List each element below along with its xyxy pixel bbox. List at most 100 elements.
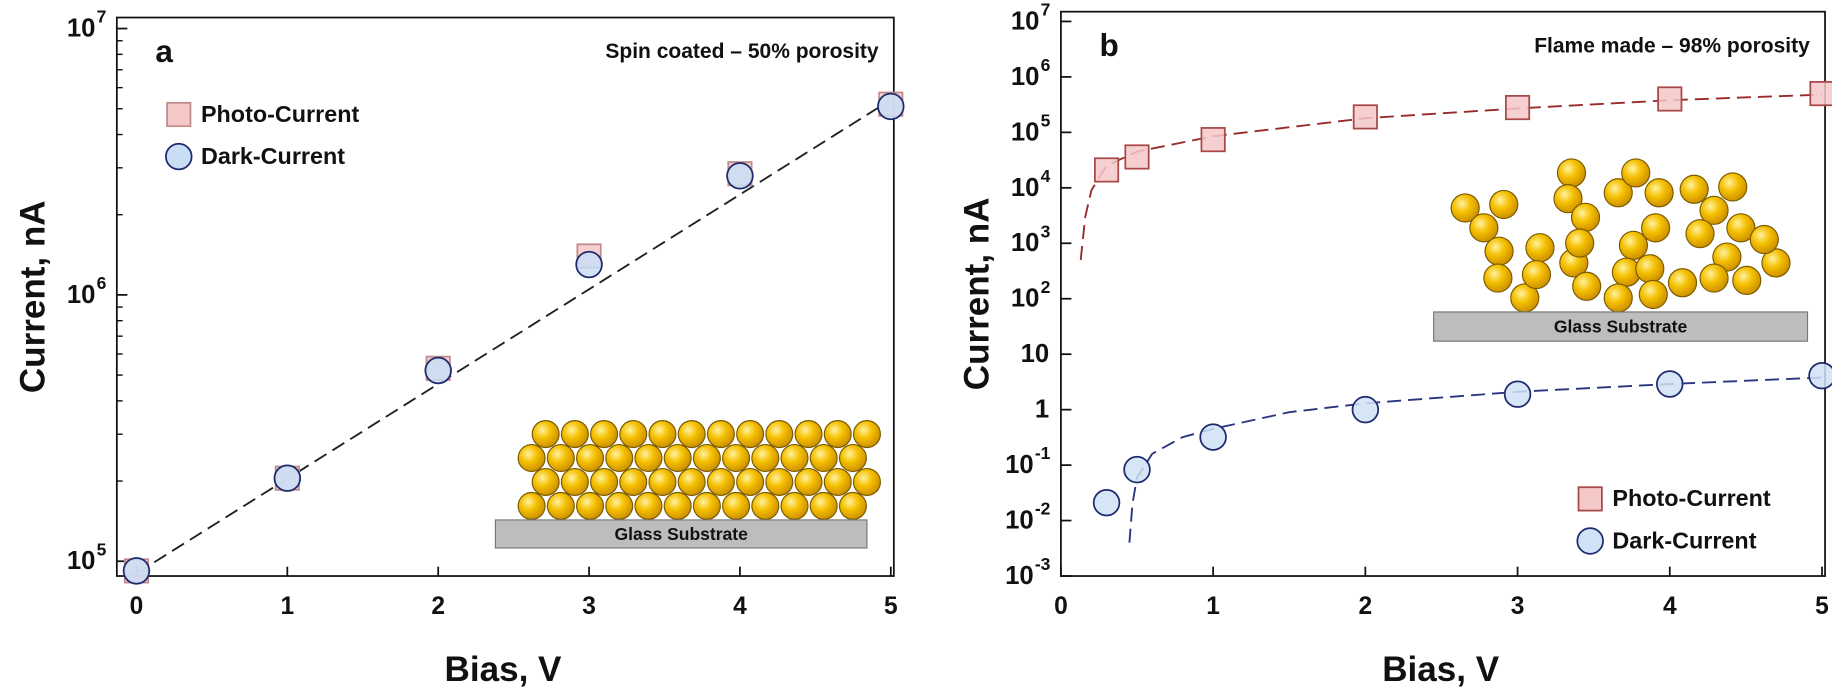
particle — [838, 491, 867, 520]
y-tick-sup: 4 — [1041, 166, 1051, 186]
particle — [663, 491, 692, 520]
y-tick-label: 10 — [1005, 451, 1034, 479]
particle — [1718, 172, 1748, 202]
particle — [605, 491, 634, 520]
marker-square — [1809, 81, 1832, 107]
particle — [1469, 213, 1499, 243]
particle — [1761, 248, 1791, 278]
particle — [1553, 184, 1583, 214]
particle — [1521, 259, 1552, 290]
y-tick-sup: 5 — [1041, 110, 1051, 130]
marker-circle — [122, 557, 151, 585]
particle — [706, 467, 735, 496]
marker-square — [1124, 144, 1150, 170]
y-tick-sup: -1 — [1035, 443, 1051, 463]
marker-circle — [1808, 361, 1832, 390]
substrate — [1433, 311, 1809, 342]
y-tick-sup: 3 — [1041, 221, 1051, 241]
particle — [852, 467, 881, 496]
legend-marker — [166, 101, 192, 128]
marker-circle — [1199, 423, 1227, 451]
substrate-label: Glass Substrate — [614, 524, 748, 544]
particle — [765, 420, 794, 449]
fit-line — [135, 99, 892, 575]
particle — [1679, 174, 1709, 204]
particle — [722, 491, 751, 520]
particle — [1489, 189, 1519, 220]
particle — [809, 491, 838, 520]
particle — [751, 491, 780, 520]
marker-square — [1094, 157, 1120, 183]
particle — [736, 467, 765, 496]
annotation: Spin coated – 50% porosity — [605, 40, 879, 63]
particle — [517, 443, 546, 473]
particle — [838, 443, 867, 473]
panel-label: b — [1099, 27, 1118, 63]
particle — [663, 443, 692, 473]
legend-label: Photo-Current — [201, 101, 360, 127]
y-tick-sup: 7 — [97, 7, 107, 27]
particle — [780, 491, 809, 520]
particle — [605, 443, 634, 473]
substrate — [494, 519, 868, 549]
particle — [576, 491, 605, 520]
x-tick-label: 3 — [1511, 593, 1525, 620]
panel-label: a — [155, 33, 173, 69]
substrate-label: Glass Substrate — [1554, 316, 1688, 336]
particle — [648, 420, 677, 449]
marker-square — [1352, 104, 1378, 130]
x-tick-label: 3 — [582, 593, 596, 620]
particle — [1726, 213, 1756, 243]
x-tick-label: 1 — [281, 593, 295, 620]
y-axis-label: Current, nA — [957, 197, 996, 390]
particle — [722, 443, 751, 473]
particle — [1712, 242, 1742, 272]
particle — [780, 443, 809, 473]
x-tick-label: 4 — [1663, 593, 1677, 620]
marker-circle — [575, 250, 603, 279]
marker-square — [1505, 95, 1531, 121]
particle — [1635, 254, 1665, 284]
particle — [1641, 213, 1671, 243]
particle — [634, 491, 663, 520]
particle — [634, 443, 663, 473]
plot-frame — [1060, 10, 1826, 577]
particle — [1699, 195, 1729, 225]
fit-line — [1079, 93, 1823, 261]
x-tick-label: 2 — [1359, 593, 1373, 620]
marker-circle — [1123, 455, 1151, 484]
particle — [1484, 236, 1514, 266]
particle — [706, 420, 735, 449]
y-tick-sup: 6 — [1041, 55, 1051, 75]
y-tick-sup: 2 — [1041, 277, 1051, 297]
particle — [823, 467, 852, 496]
y-tick-sup: 7 — [1041, 0, 1051, 20]
particle — [794, 420, 823, 449]
marker-square — [1200, 127, 1226, 153]
legend-marker — [1577, 486, 1603, 512]
particle — [809, 443, 838, 473]
particle — [1603, 283, 1633, 313]
particle — [546, 491, 575, 520]
y-tick-label: 10 — [1011, 118, 1040, 146]
y-tick-label: 10 — [1011, 229, 1040, 257]
marker-circle — [1503, 380, 1532, 408]
y-tick-label: 10 — [1011, 285, 1040, 313]
x-tick-label: 5 — [884, 593, 898, 620]
y-axis-label: Current, nA — [13, 200, 52, 393]
y-tick-sup: 5 — [97, 539, 107, 559]
particle — [619, 420, 648, 449]
y-tick-label: 10 — [1011, 63, 1040, 91]
particle — [1570, 202, 1601, 232]
particle — [531, 467, 560, 496]
marker-circle — [726, 162, 754, 190]
y-tick-sup: -2 — [1035, 499, 1051, 519]
legend-label: Dark-Current — [201, 143, 345, 169]
y-tick-label: 10 — [67, 15, 96, 43]
particle — [1450, 193, 1480, 223]
particle — [736, 420, 765, 449]
y-tick-label: 10 — [67, 547, 96, 575]
particle — [1732, 265, 1762, 296]
